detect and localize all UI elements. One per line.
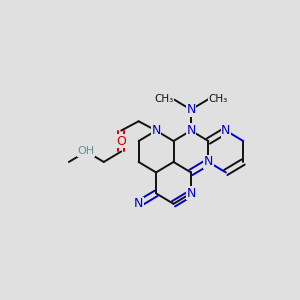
- Text: N: N: [152, 124, 161, 137]
- Text: N: N: [134, 197, 143, 210]
- Text: CH₃: CH₃: [208, 94, 228, 104]
- Text: OH: OH: [78, 146, 95, 157]
- Text: N: N: [186, 187, 196, 200]
- Text: N: N: [186, 124, 196, 137]
- Text: N: N: [204, 155, 213, 169]
- Text: O: O: [116, 134, 126, 148]
- Text: N: N: [221, 124, 230, 137]
- Text: N: N: [186, 103, 196, 116]
- Text: CH₃: CH₃: [154, 94, 173, 104]
